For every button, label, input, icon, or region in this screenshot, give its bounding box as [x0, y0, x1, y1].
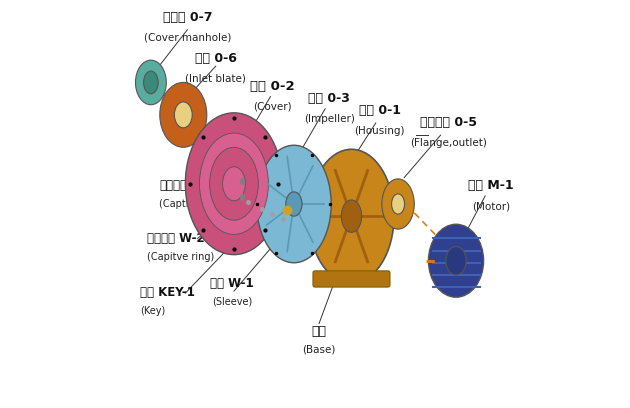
Text: (Capitve ring): (Capitve ring) [147, 252, 214, 262]
Text: 基座: 基座 [312, 325, 326, 338]
Ellipse shape [309, 149, 394, 283]
Ellipse shape [210, 147, 258, 220]
Ellipse shape [256, 145, 331, 263]
Ellipse shape [341, 200, 362, 233]
Ellipse shape [382, 179, 415, 229]
Text: 葉輪 0-3: 葉輪 0-3 [308, 92, 350, 105]
Ellipse shape [144, 71, 158, 94]
Text: (Base): (Base) [302, 345, 336, 355]
Ellipse shape [135, 60, 166, 105]
Ellipse shape [160, 82, 207, 147]
Ellipse shape [392, 194, 404, 214]
Ellipse shape [200, 133, 268, 234]
Text: 入口蓋 0-7: 入口蓋 0-7 [163, 11, 212, 24]
Text: 防鬆墊片W-3: 防鬆墊片W-3 [159, 179, 212, 192]
Text: (Key): (Key) [140, 306, 165, 315]
Ellipse shape [175, 102, 192, 128]
Ellipse shape [185, 113, 283, 255]
Text: 機蓋 0-2: 機蓋 0-2 [250, 80, 295, 93]
Text: 機殼 0-1: 機殼 0-1 [359, 104, 401, 117]
Text: 馬達 M-1: 馬達 M-1 [469, 179, 514, 192]
Ellipse shape [446, 246, 466, 275]
Text: (Cover): (Cover) [253, 102, 292, 112]
Text: (Cover manhole): (Cover manhole) [144, 33, 231, 43]
Text: (Flange,outlet): (Flange,outlet) [410, 138, 487, 148]
Text: (Impeller): (Impeller) [304, 114, 355, 124]
Text: 出口法蘭 0-5: 出口法蘭 0-5 [420, 116, 477, 129]
Ellipse shape [428, 224, 484, 297]
Ellipse shape [286, 192, 302, 216]
Text: 套筒 W-1: 套筒 W-1 [210, 277, 254, 290]
Text: 防鬆墊片 W-2: 防鬆墊片 W-2 [147, 232, 205, 245]
Text: (Captive ring): (Captive ring) [159, 199, 226, 209]
Text: 入口 0-6: 入口 0-6 [195, 52, 237, 64]
Text: 滑鍵 KEY-1: 滑鍵 KEY-1 [140, 286, 195, 299]
Ellipse shape [222, 167, 245, 201]
FancyBboxPatch shape [313, 271, 390, 287]
Text: (Housing): (Housing) [355, 126, 405, 136]
Text: (Inlet blate): (Inlet blate) [185, 73, 246, 83]
Text: (Motor): (Motor) [472, 201, 510, 211]
Text: (Sleeve): (Sleeve) [212, 296, 252, 306]
